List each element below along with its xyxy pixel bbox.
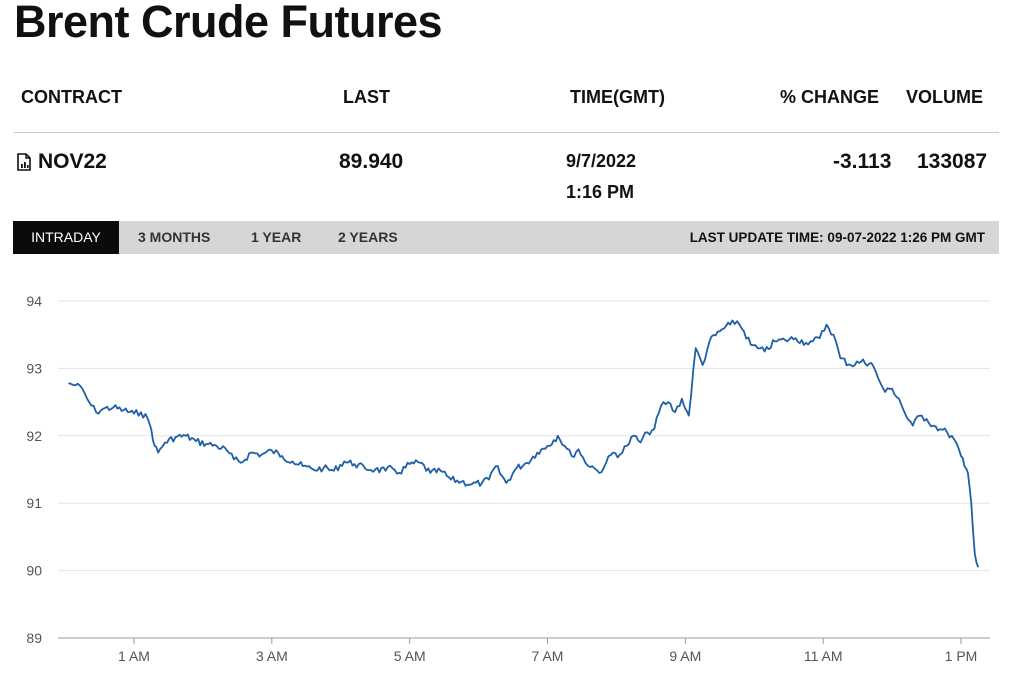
volume-value: 133087 <box>917 150 988 173</box>
contract-value: NOV22 <box>38 150 107 173</box>
y-tick-label: 92 <box>26 428 42 444</box>
x-tick-label: 5 AM <box>394 648 426 664</box>
header-pct-change: % CHANGE <box>780 87 880 107</box>
header-time: TIME(GMT) <box>570 87 665 107</box>
x-tick-label: 9 AM <box>669 648 701 664</box>
price-series-line <box>68 319 980 568</box>
tab-2-years[interactable]: 2 YEARS <box>338 229 398 245</box>
last-value: 89.940 <box>339 150 404 173</box>
tab-1-year[interactable]: 1 YEAR <box>251 229 302 245</box>
header-volume: VOLUME <box>906 87 984 107</box>
y-tick-label: 89 <box>26 630 42 646</box>
table-divider <box>14 132 999 133</box>
x-tick-label: 7 AM <box>532 648 564 664</box>
range-tab-bar: INTRADAY 3 MONTHS 1 YEAR 2 YEARS LAST UP… <box>13 221 999 254</box>
x-tick-label: 1 AM <box>118 648 150 664</box>
pct-change-value: -3.113 <box>833 150 892 173</box>
trade-date: 9/7/2022 <box>566 151 637 171</box>
y-tick-label: 90 <box>26 563 42 579</box>
last-update-time: LAST UPDATE TIME: 09-07-2022 1:26 PM GMT <box>689 230 985 245</box>
tab-3-months[interactable]: 3 MONTHS <box>138 229 211 245</box>
contract-cell[interactable]: NOV22 <box>16 150 107 174</box>
x-tick-label: 1 PM <box>945 648 978 664</box>
y-tick-label: 91 <box>26 495 42 511</box>
y-tick-label: 94 <box>26 293 42 309</box>
header-last: LAST <box>343 87 390 107</box>
tab-intraday[interactable]: INTRADAY <box>13 221 119 254</box>
x-tick-label: 11 AM <box>804 648 843 664</box>
time-cell: 9/7/2022 1:16 PM <box>566 146 636 208</box>
chart-document-icon <box>17 153 31 171</box>
intraday-price-chart: 89 90 91 92 93 94 1 AM 3 AM 5 AM 7 AM 9 AM 11 AM 1 … <box>26 293 990 664</box>
trade-time: 1:16 PM <box>566 182 635 202</box>
page-title: Brent Crude Futures <box>14 0 443 47</box>
header-contract: CONTRACT <box>21 87 122 107</box>
x-tick-label: 3 AM <box>256 648 288 664</box>
y-tick-label: 93 <box>26 360 42 376</box>
